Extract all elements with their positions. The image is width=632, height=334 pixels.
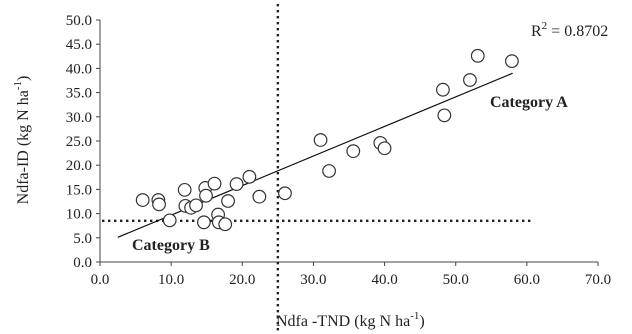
data-point: [463, 73, 477, 87]
data-point: [242, 169, 257, 184]
x-tick-label: 30.0: [300, 272, 326, 288]
threshold-lines: [102, 4, 534, 332]
x-tick-label: 0.0: [91, 272, 110, 288]
data-point: [221, 194, 235, 208]
y-tick-label: 40.0: [66, 61, 92, 77]
points-layer: [135, 48, 519, 232]
y-axis-title: Ndfa-ID (kg N ha-1): [12, 76, 32, 205]
axes-layer: 0.0 5.0 10.0 15.0 20.0 25.0 30.0 35.0 40.0 45.0 50…: [66, 13, 611, 288]
category-a-label: Category A: [490, 94, 568, 111]
data-point: [437, 108, 452, 123]
data-point: [252, 189, 267, 204]
x-tick-label: 10.0: [158, 272, 184, 288]
data-point: [470, 48, 485, 63]
data-point: [278, 186, 292, 201]
data-point: [135, 193, 150, 207]
data-point: [436, 82, 450, 97]
category-b-label: Category B: [132, 237, 210, 254]
data-point: [207, 176, 222, 191]
regression-line: [117, 72, 513, 238]
y-tick-label: 25.0: [66, 134, 92, 150]
data-point: [199, 188, 213, 203]
data-point: [229, 177, 244, 191]
labels-layer: Category A Category B R2 = 0.8702 Ndfa -TND…: [12, 20, 608, 330]
data-point: [196, 215, 211, 230]
x-axis-title: Ndfa -TND (kg N ha-1): [276, 310, 425, 330]
y-tick-label: 50.0: [66, 13, 92, 29]
data-point: [346, 144, 361, 159]
y-tick-label: 45.0: [66, 37, 92, 53]
data-point: [152, 197, 166, 212]
y-tick-label: 35.0: [66, 86, 92, 102]
data-point: [313, 133, 328, 147]
data-point: [218, 217, 233, 232]
data-point: [177, 182, 192, 197]
data-point: [322, 164, 336, 178]
trendline-layer: [117, 72, 513, 238]
data-point: [162, 213, 177, 228]
x-tick-label: 20.0: [229, 272, 255, 288]
y-tick-label: 5.0: [73, 231, 92, 247]
x-tick-label: 70.0: [585, 272, 611, 288]
data-point: [189, 198, 203, 213]
x-tick-label: 50.0: [443, 272, 469, 288]
y-tick-label: 15.0: [66, 182, 92, 198]
y-tick-label: 30.0: [66, 110, 92, 126]
data-point: [505, 54, 519, 69]
y-tick-label: 10.0: [66, 207, 92, 223]
data-point: [377, 141, 392, 156]
y-tick-label: 0.0: [73, 255, 92, 271]
x-tick-label: 60.0: [514, 272, 540, 288]
r-squared-label: R2 = 0.8702: [531, 20, 608, 40]
y-tick-label: 20.0: [66, 158, 92, 174]
x-tick-label: 40.0: [371, 272, 397, 288]
